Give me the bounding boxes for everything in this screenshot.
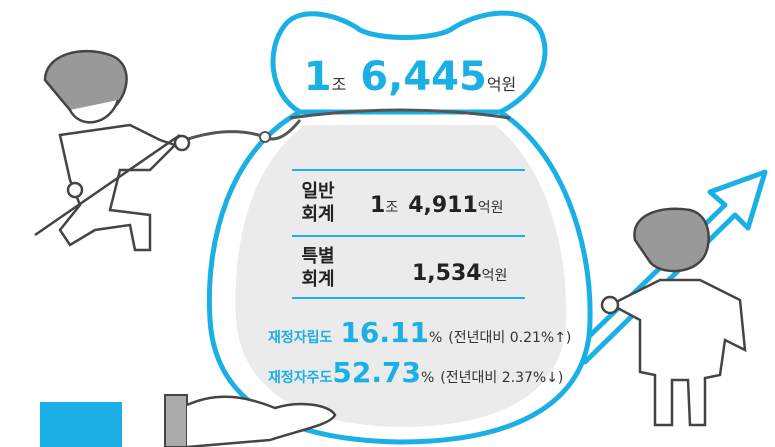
- total-trillion: 1: [304, 54, 332, 100]
- indicator-change: (전년대비 0.21%↑): [448, 330, 571, 346]
- total-unit: 억원: [487, 75, 516, 94]
- account-label: 특별: [301, 246, 334, 267]
- indicator: 재정자주도52.73% (전년대비 2.37%↓): [268, 356, 563, 389]
- account-value: 4,911: [408, 193, 478, 218]
- account-label: 일반: [301, 181, 335, 202]
- account-label: 회계: [301, 269, 334, 290]
- total-amount: 6,445: [360, 54, 487, 100]
- indicator-value: 16.11: [340, 316, 429, 349]
- standing-man: [600, 207, 747, 427]
- indicator-name: 재정자립도: [268, 329, 333, 346]
- indicator: 재정자립도 16.11% (전년대비 0.21%↑): [268, 316, 571, 349]
- indicator-unit: %: [421, 370, 434, 386]
- rope-knot: [259, 131, 271, 143]
- cuff: [164, 394, 188, 447]
- account-amount: 1,534억원: [412, 261, 507, 286]
- hand: [186, 395, 337, 447]
- indicator-name: 재정자주도: [268, 369, 333, 386]
- account-value: 1,534: [412, 261, 482, 286]
- indicator-unit: %: [429, 330, 442, 346]
- total-trillion-unit: 조: [332, 75, 347, 94]
- account-trillion-unit: 조: [385, 200, 398, 216]
- account-trillion: 1: [370, 193, 385, 218]
- bag-tie: [289, 108, 511, 120]
- account-label: 회계: [301, 204, 334, 225]
- bag-top: [270, 10, 548, 115]
- account-unit: 억원: [478, 200, 504, 216]
- bag-inner: [235, 125, 567, 427]
- sleeve: [40, 402, 122, 447]
- total: 1조 6,445억원: [304, 54, 517, 100]
- account-unit: 억원: [482, 268, 508, 284]
- pulling-man: [34, 50, 191, 252]
- indicator-change: (전년대비 2.37%↓): [440, 370, 563, 386]
- account-amount: 1조 4,911억원: [370, 193, 504, 218]
- indicator-value: 52.73: [332, 356, 421, 389]
